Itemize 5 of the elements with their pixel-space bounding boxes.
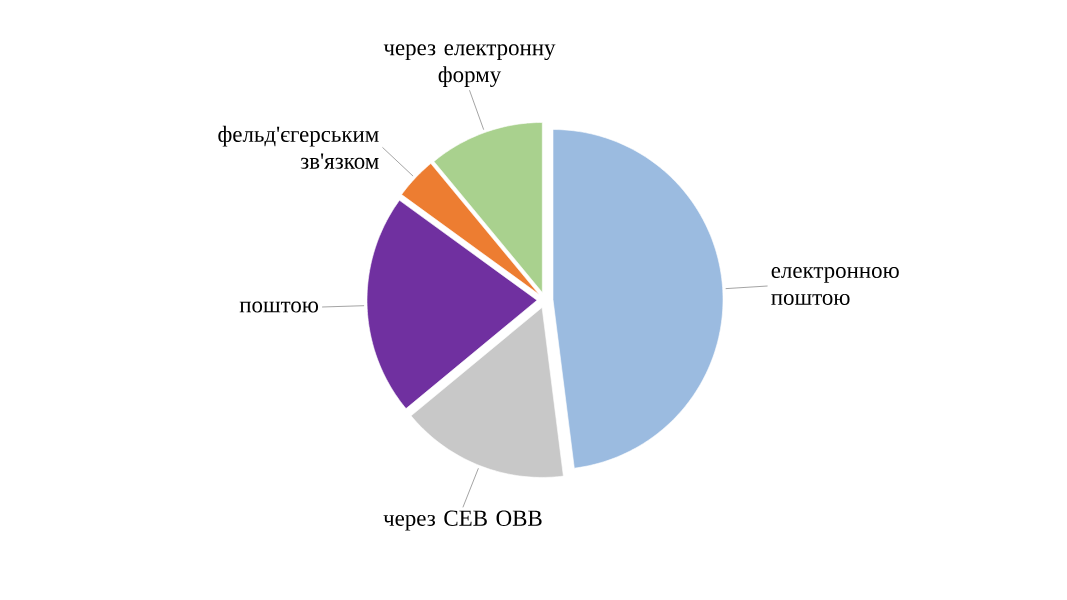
slice-label: електронною поштою xyxy=(771,267,899,305)
slice-label: фельд'єгерським зв'язком xyxy=(218,125,379,169)
slice-label: через СЕВ ОВВ xyxy=(383,510,542,531)
slice-label: через електронну форму xyxy=(383,44,556,87)
slice-label: поштою xyxy=(239,301,319,313)
